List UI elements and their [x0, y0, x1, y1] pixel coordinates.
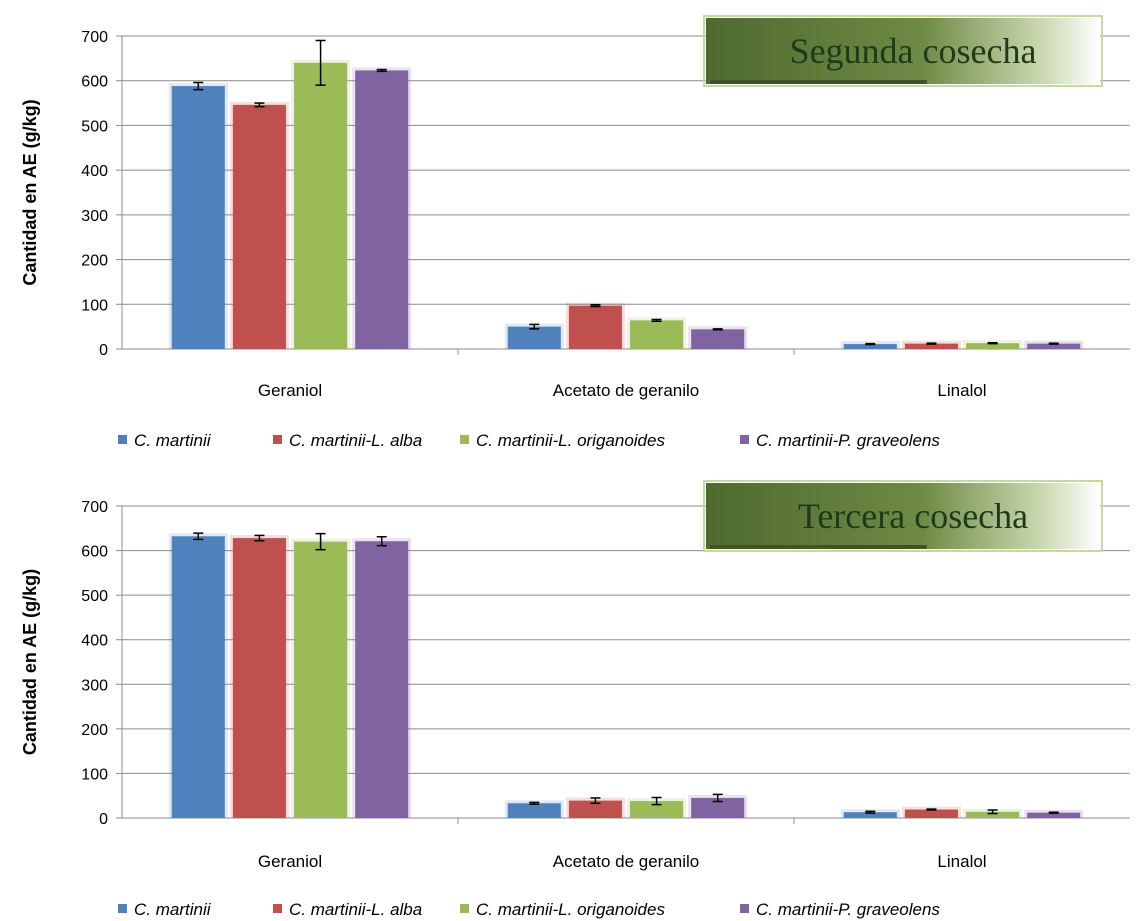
y-tick-label: 600	[81, 544, 108, 561]
x-category-label: Linalol	[937, 381, 986, 400]
y-axis-label: Cantidad en AE (g/kg)	[20, 99, 40, 285]
bar	[232, 104, 286, 349]
legend-swatch	[273, 435, 282, 444]
bar	[630, 801, 684, 818]
y-tick-label: 0	[99, 342, 108, 359]
bar	[507, 803, 561, 818]
legend-label: C. martinii-L. alba	[289, 431, 422, 450]
legend-swatch	[740, 435, 749, 444]
x-category-label: Acetato de geranilo	[553, 852, 700, 871]
legend-label: C. martinii-P. graveolens	[756, 431, 940, 450]
x-category-label: Geraniol	[258, 852, 322, 871]
bar	[843, 812, 897, 818]
y-tick-label: 400	[81, 633, 108, 650]
title-badge-shadow	[710, 545, 927, 549]
bar	[355, 541, 409, 818]
bar	[904, 809, 958, 818]
bar	[1027, 812, 1081, 818]
y-axis-label: Cantidad en AE (g/kg)	[20, 569, 40, 755]
y-tick-label: 200	[81, 253, 108, 270]
x-category-label: Acetato de geranilo	[553, 381, 700, 400]
legend-label: C. martinii-L. alba	[289, 900, 422, 919]
bar	[171, 86, 225, 349]
bar	[630, 320, 684, 349]
bar	[355, 70, 409, 350]
bar	[507, 326, 561, 349]
y-tick-label: 300	[81, 208, 108, 225]
title-badge	[706, 18, 1100, 84]
bar	[691, 797, 745, 818]
y-tick-label: 100	[81, 766, 108, 783]
bar	[966, 343, 1020, 349]
y-tick-label: 200	[81, 722, 108, 739]
y-tick-label: 500	[81, 118, 108, 135]
legend-label: C. martinii	[134, 900, 212, 919]
bar	[904, 343, 958, 349]
x-category-label: Geraniol	[258, 381, 322, 400]
legend-label: C. martinii-L. origanoides	[476, 431, 665, 450]
chart-title: Segunda cosecha	[790, 31, 1037, 71]
x-category-label: Linalol	[937, 852, 986, 871]
y-tick-label: 600	[81, 74, 108, 91]
chart-title: Tercera cosecha	[798, 496, 1028, 536]
bar	[568, 800, 622, 818]
title-badge-border	[703, 15, 1103, 87]
y-tick-label: 300	[81, 677, 108, 694]
legend-swatch	[460, 435, 469, 444]
chart-2: 0 100 200 300 400 500 600 700 Geraniol Acetato de…	[20, 480, 1130, 919]
y-tick-label: 700	[81, 29, 108, 46]
legend-swatch	[118, 904, 127, 913]
bar	[843, 344, 897, 349]
legend-label: C. martinii-L. origanoides	[476, 900, 665, 919]
legend-label: C. martinii-P. graveolens	[756, 900, 940, 919]
title-badge	[706, 483, 1100, 549]
title-badge-shadow	[710, 80, 927, 84]
legend-swatch	[118, 435, 127, 444]
legend-swatch	[460, 904, 469, 913]
bar	[232, 538, 286, 818]
legend-swatch	[273, 904, 282, 913]
bar	[568, 305, 622, 349]
chart-1: 0 100 200 300 400 500 600 700 Geraniol Acetato de…	[20, 15, 1130, 450]
y-tick-label: 100	[81, 297, 108, 314]
legend-swatch	[740, 904, 749, 913]
y-tick-label: 500	[81, 588, 108, 605]
bar	[294, 62, 348, 349]
legend-label: C. martinii	[134, 431, 212, 450]
y-tick-label: 400	[81, 163, 108, 180]
y-tick-label: 700	[81, 499, 108, 516]
bar	[294, 541, 348, 818]
title-badge-border	[703, 480, 1103, 552]
bar	[1027, 343, 1081, 349]
bar	[966, 811, 1020, 818]
bar	[691, 329, 745, 349]
y-tick-label: 0	[99, 811, 108, 828]
bar	[171, 536, 225, 818]
